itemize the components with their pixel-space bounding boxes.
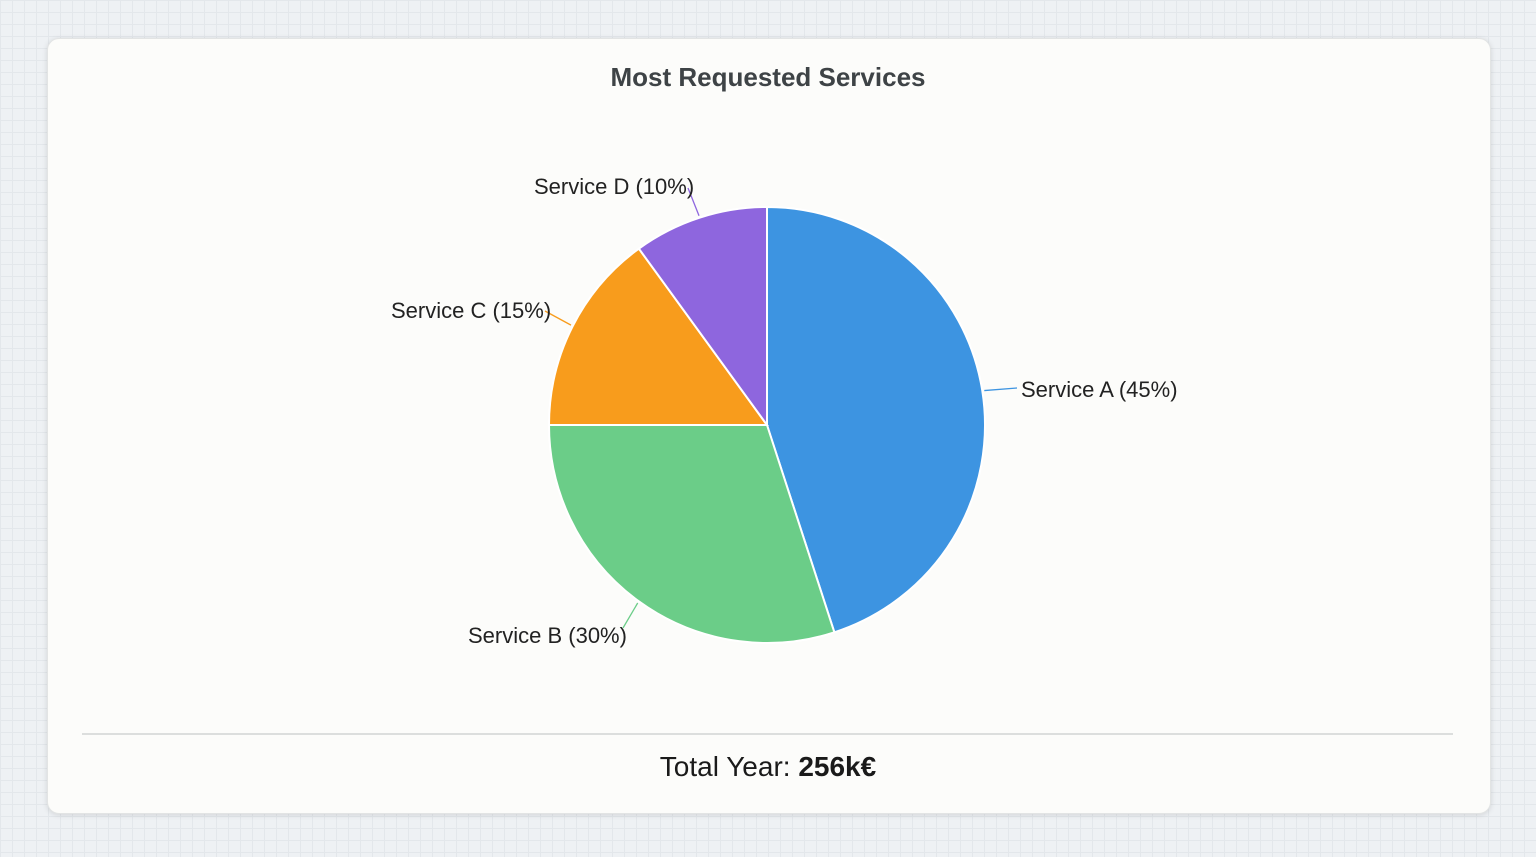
pie-slice-service-d bbox=[637, 205, 768, 429]
total-year: Total Year: 256k€ bbox=[0, 751, 1536, 783]
pie-slice-service-a bbox=[766, 205, 986, 634]
label-service-a: Service A (45%) bbox=[1021, 377, 1178, 402]
leader-line bbox=[984, 387, 1018, 392]
label-service-c: Service C (15%) bbox=[391, 298, 551, 323]
label-service-d: Service D (10%) bbox=[534, 174, 694, 199]
pie-slice-service-c bbox=[547, 247, 769, 426]
total-label: Total Year: bbox=[659, 751, 791, 782]
total-value: 256k€ bbox=[798, 751, 877, 782]
chart-title: Most Requested Services bbox=[610, 62, 926, 92]
pie-slice-service-b bbox=[547, 424, 836, 644]
divider bbox=[82, 733, 1453, 735]
leader-line bbox=[687, 187, 700, 217]
label-service-b: Service B (30%) bbox=[468, 623, 627, 648]
leader-line bbox=[622, 602, 639, 629]
leader-line bbox=[544, 310, 572, 326]
